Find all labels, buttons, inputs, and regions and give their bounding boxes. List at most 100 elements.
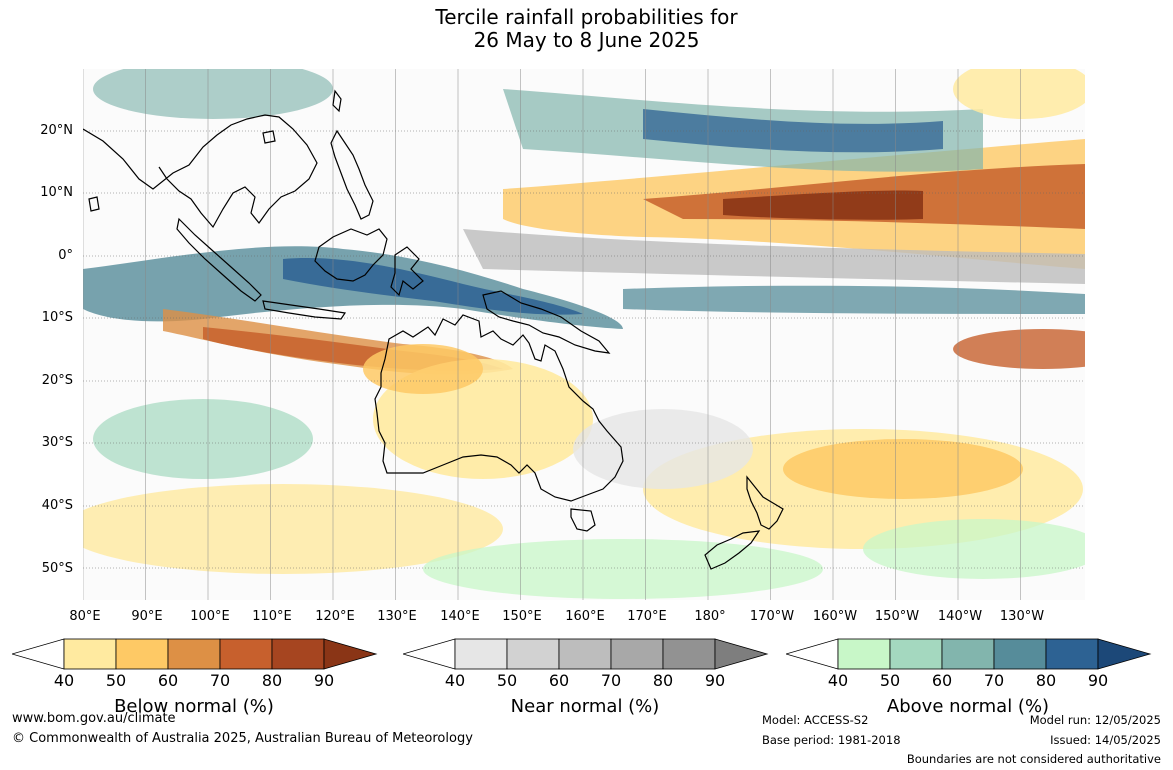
colorbar-extend-high: [323, 638, 378, 670]
colorbar-tick-label: 70: [600, 671, 622, 690]
map-title-line1: Tercile rainfall probabilities for: [435, 5, 738, 29]
probability-map: [83, 69, 1085, 600]
above-band-south-pacific: [623, 285, 1085, 314]
philippines-coast: [330, 129, 374, 220]
colorbar-title-near: Near normal (%): [510, 696, 660, 717]
longitude-label: 130°E: [377, 609, 417, 624]
colorbar-bin: [271, 638, 325, 670]
colorbar-bin: [1045, 638, 1099, 670]
colorbar-bin: [63, 638, 117, 670]
colorbar-bin: [506, 638, 560, 670]
colorbar-extend-low: [403, 638, 456, 670]
longitude-label: 90°E: [131, 609, 163, 624]
colorbar-title-below: Below normal (%): [114, 696, 274, 717]
colorbar-tick-label: 60: [157, 671, 179, 690]
coastlines: [83, 89, 784, 570]
java-coast: [262, 300, 347, 320]
colorbar-bin: [454, 638, 508, 670]
taiwan-coast: [332, 89, 342, 113]
latitude-label: 10°S: [41, 310, 73, 325]
sri-lanka-coast: [88, 196, 100, 212]
colorbar-tick-label: 70: [209, 671, 231, 690]
colorbar-bin: [167, 638, 221, 670]
colorbar-tick-label: 80: [261, 671, 283, 690]
colorbar-bin: [889, 638, 943, 670]
colorbar-tick-label: 40: [53, 671, 75, 690]
below-northeast-corner: [953, 69, 1085, 119]
longitude-label: 120°E: [315, 609, 355, 624]
colorbar-tick-label: 40: [444, 671, 466, 690]
above-band-north-core: [643, 109, 943, 153]
colorbar-bin: [115, 638, 169, 670]
longitude-label: 160°E: [565, 609, 605, 624]
colorbar-bin: [941, 638, 995, 670]
colorbar-tick-label: 80: [1035, 671, 1057, 690]
longitude-label: 170°E: [627, 609, 667, 624]
hainan-coast: [262, 130, 276, 144]
australia-coast: [374, 314, 624, 502]
colorbar-title-above: Above normal (%): [886, 696, 1050, 717]
borneo-coast: [314, 228, 388, 282]
colorbar-extend-high: [714, 638, 769, 670]
near-band-equator: [463, 229, 1085, 284]
colorbar-extend-low: [786, 638, 839, 670]
colorbar-bin: [662, 638, 716, 670]
latitude-label: 40°S: [41, 498, 73, 513]
colorbar-tick-label: 50: [496, 671, 518, 690]
colorbar-tick-label: 60: [931, 671, 953, 690]
sumatra-coast: [176, 217, 262, 302]
new-zealand-south: [704, 530, 761, 570]
asia-mainland-coast: [83, 114, 318, 229]
latitude-label: 50°S: [41, 561, 73, 576]
colorbar-extend-low: [12, 638, 65, 670]
colorbar-extend-high: [1097, 638, 1152, 670]
colorbar-tick-label: 90: [704, 671, 726, 690]
longitude-label: 130°W: [999, 609, 1045, 624]
above-west-indian-ocean: [93, 399, 313, 479]
colorbar-tick-label: 50: [879, 671, 901, 690]
below-band-north-peak: [723, 190, 923, 220]
latitude-label: 20°S: [41, 373, 73, 388]
issued-text: Issued: 14/05/2025: [1050, 733, 1161, 747]
above-asia-north: [93, 69, 333, 119]
map-canvas: [83, 69, 1085, 600]
colorbar-near: [403, 638, 769, 670]
website-link[interactable]: www.bom.gov.au/climate: [12, 711, 176, 726]
below-east-pacific-south: [953, 329, 1085, 369]
above-southern-ocean: [423, 539, 823, 599]
map-title-line2: 26 May to 8 June 2025: [473, 28, 700, 52]
model-run-text: Model run: 12/05/2025: [1029, 713, 1161, 727]
colorbar-bin: [610, 638, 664, 670]
latitude-label: 0°: [58, 248, 73, 263]
colorbar-below: [12, 638, 378, 670]
longitude-label: 80°E: [69, 609, 101, 624]
sulawesi-coast: [390, 246, 424, 297]
colorbar-tick-label: 70: [983, 671, 1005, 690]
latitude-label: 10°N: [40, 185, 73, 200]
colorbar-bin: [558, 638, 612, 670]
colorbar-bin: [993, 638, 1047, 670]
tasmania-coast: [570, 508, 596, 532]
colorbar-bin: [219, 638, 273, 670]
base-period-text: Base period: 1981-2018: [762, 733, 901, 747]
near-coral-sea: [573, 409, 753, 489]
colorbar-tick-label: 80: [652, 671, 674, 690]
longitude-label: 160°W: [812, 609, 858, 624]
new-guinea-coast: [482, 290, 611, 354]
model-text: Model: ACCESS-S2: [762, 713, 869, 727]
longitude-label: 110°E: [252, 609, 292, 624]
longitude-label: 170°W: [749, 609, 795, 624]
latitude-label: 30°S: [41, 435, 73, 450]
copyright-text: © Commonwealth of Australia 2025, Austra…: [12, 731, 473, 746]
longitude-label: 150°E: [502, 609, 542, 624]
longitude-label: 150°W: [874, 609, 920, 624]
longitude-label: 180°: [694, 609, 726, 624]
colorbar-bin: [837, 638, 891, 670]
below-north-australia: [363, 344, 483, 394]
colorbar-tick-label: 90: [313, 671, 335, 690]
longitude-label: 100°E: [190, 609, 230, 624]
colorbar-tick-label: 40: [827, 671, 849, 690]
colorbar-tick-label: 60: [548, 671, 570, 690]
colorbar-tick-label: 90: [1087, 671, 1109, 690]
above-maritime-core: [283, 258, 583, 315]
